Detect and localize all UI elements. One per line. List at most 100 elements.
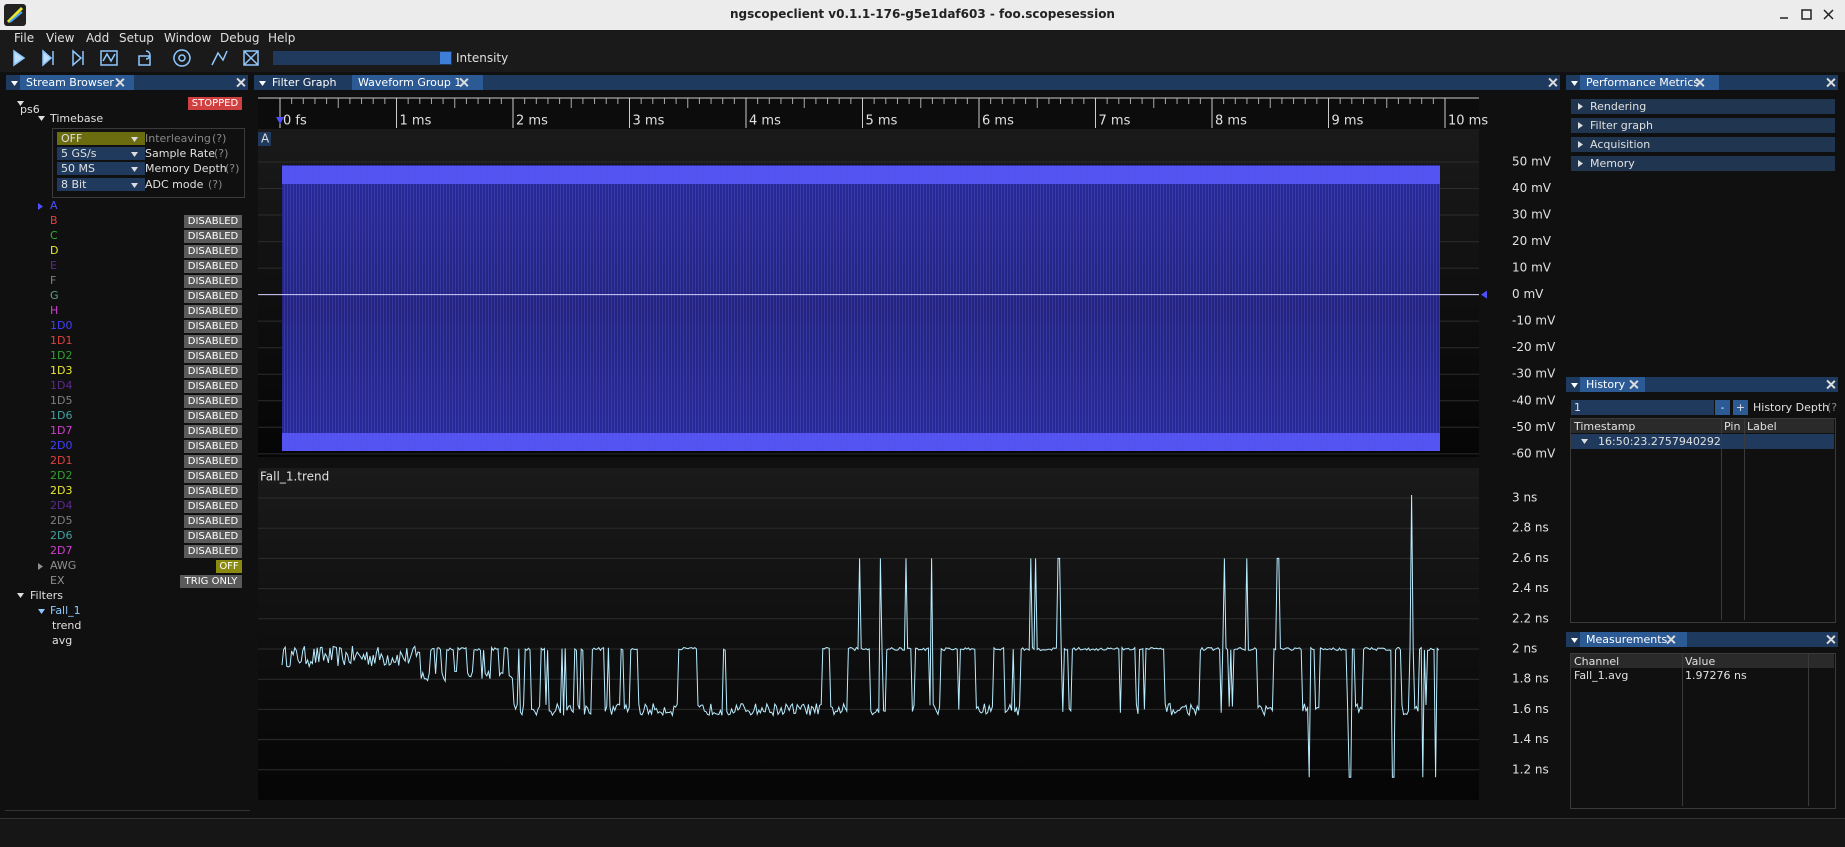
channel-state[interactable]: OFF [216,560,242,573]
setting-value[interactable]: 8 Bit [57,178,145,191]
channel-state[interactable]: DISABLED [184,215,242,228]
channel-state[interactable]: DISABLED [184,230,242,243]
channel-state[interactable]: DISABLED [184,440,242,453]
metrics-section-label[interactable]: Rendering [1590,100,1647,113]
channel-state[interactable]: DISABLED [184,305,242,318]
channel-name[interactable]: D [50,244,59,257]
channel-name[interactable]: 1D7 [50,424,73,437]
toolbar-button[interactable] [209,48,229,68]
channel-state[interactable]: DISABLED [184,260,242,273]
channel-name[interactable]: C [50,229,58,242]
stream-browser-tab[interactable]: Stream Browser [20,75,134,90]
channel-name[interactable]: 2D7 [50,544,73,557]
channel-state[interactable]: DISABLED [184,425,242,438]
toolbar-button[interactable] [172,48,192,68]
channel-name[interactable]: 2D3 [50,484,73,497]
tree-arrow[interactable] [37,607,46,616]
tree-arrow[interactable] [36,562,45,571]
tree-arrow[interactable] [1576,159,1585,168]
channel-name[interactable]: 1D5 [50,394,73,407]
help-marker[interactable]: (?) [212,132,227,145]
toolbar-button[interactable] [69,48,89,68]
history-depth-input[interactable]: 1 [1571,400,1714,415]
channel-name[interactable]: E [50,259,57,272]
channel-state[interactable]: DISABLED [184,485,242,498]
tree-arrow[interactable] [258,79,267,88]
channel-name[interactable]: 1D4 [50,379,73,392]
measurements-tab[interactable]: Measurements [1580,632,1688,647]
toolbar-button[interactable] [136,48,156,68]
setting-value[interactable]: 5 GS/s [57,147,145,160]
intensity-slider[interactable] [273,51,452,65]
close-button[interactable] [1826,635,1835,644]
increment-button[interactable]: + [1733,400,1748,415]
timebase-node[interactable]: Timebase [50,112,104,125]
channel-name[interactable]: 2D4 [50,499,73,512]
tree-arrow[interactable] [1576,102,1585,111]
metrics-section[interactable] [1571,99,1835,114]
help-marker[interactable]: (?) [1827,401,1837,414]
filters-node[interactable]: Filters [30,589,63,602]
decrement-button[interactable]: - [1715,400,1730,415]
close-button[interactable] [115,78,124,87]
channel-state[interactable]: DISABLED [184,470,242,483]
channel-name[interactable]: 1D0 [50,319,73,332]
menu-item[interactable]: View [46,31,75,45]
filter-name[interactable]: Fall_1 [50,604,81,617]
metrics-section-label[interactable]: Acquisition [1590,138,1651,151]
channel-name[interactable]: 2D0 [50,439,73,452]
channel-name[interactable]: F [50,274,57,287]
history-timestamp[interactable]: 16:50:23.2757940292 [1598,435,1721,448]
close-button[interactable] [1629,380,1638,389]
tree-arrow[interactable] [130,181,139,190]
channel-state[interactable]: TRIG ONLY [180,575,242,588]
channel-state[interactable]: DISABLED [184,245,242,258]
tree-arrow[interactable] [1570,381,1579,390]
filter-output[interactable]: avg [52,634,73,647]
menu-item[interactable]: Window [164,31,212,45]
menu-item[interactable]: Setup [119,31,154,45]
close-button[interactable] [236,78,245,87]
metrics-section[interactable] [1571,137,1835,152]
close-button[interactable] [1826,78,1835,87]
filter-output[interactable]: trend [52,619,82,632]
waveform-tab[interactable]: Waveform Group 1 [352,75,484,90]
tree-arrow[interactable] [1570,79,1579,88]
toolbar-button[interactable] [99,48,119,68]
help-marker[interactable]: (?) [225,162,240,175]
tree-arrow[interactable] [16,591,25,600]
tree-arrow[interactable] [130,135,139,144]
channel-name[interactable]: AWG [50,559,77,572]
channel-state[interactable]: DISABLED [184,455,242,468]
channel-state[interactable]: DISABLED [184,395,242,408]
toolbar-button[interactable] [39,48,59,68]
metrics-section[interactable] [1571,118,1835,133]
channel-name[interactable]: 1D2 [50,349,73,362]
performance-tab[interactable]: Performance Metrics [1580,75,1720,90]
help-marker[interactable]: (?) [208,178,223,191]
tree-arrow[interactable] [1576,121,1585,130]
tree-arrow[interactable] [1570,636,1579,645]
metrics-section-label[interactable]: Filter graph [1590,119,1653,132]
window-controls[interactable] [1776,8,1838,22]
channel-state[interactable]: DISABLED [184,290,242,303]
instrument-name[interactable]: ps6 [20,103,40,116]
tree-arrow[interactable] [10,79,19,88]
setting-value[interactable]: OFF [57,132,145,145]
channel-state[interactable]: DISABLED [184,275,242,288]
metrics-section[interactable] [1571,156,1835,171]
close-button[interactable] [1666,635,1675,644]
channel-state[interactable]: DISABLED [184,545,242,558]
waveform-tab[interactable]: Filter Graph [266,75,343,90]
channel-state[interactable]: DISABLED [184,410,242,423]
channel-state[interactable]: DISABLED [184,365,242,378]
channel-name[interactable]: 2D6 [50,529,73,542]
channel-state[interactable]: DISABLED [184,515,242,528]
channel-name[interactable]: H [50,304,59,317]
channel-name[interactable]: G [50,289,59,302]
setting-value[interactable]: 50 MS [57,162,145,175]
tree-arrow[interactable] [1576,140,1585,149]
close-button[interactable] [459,78,468,87]
channel-state[interactable]: DISABLED [184,320,242,333]
close-button[interactable] [1548,78,1557,87]
